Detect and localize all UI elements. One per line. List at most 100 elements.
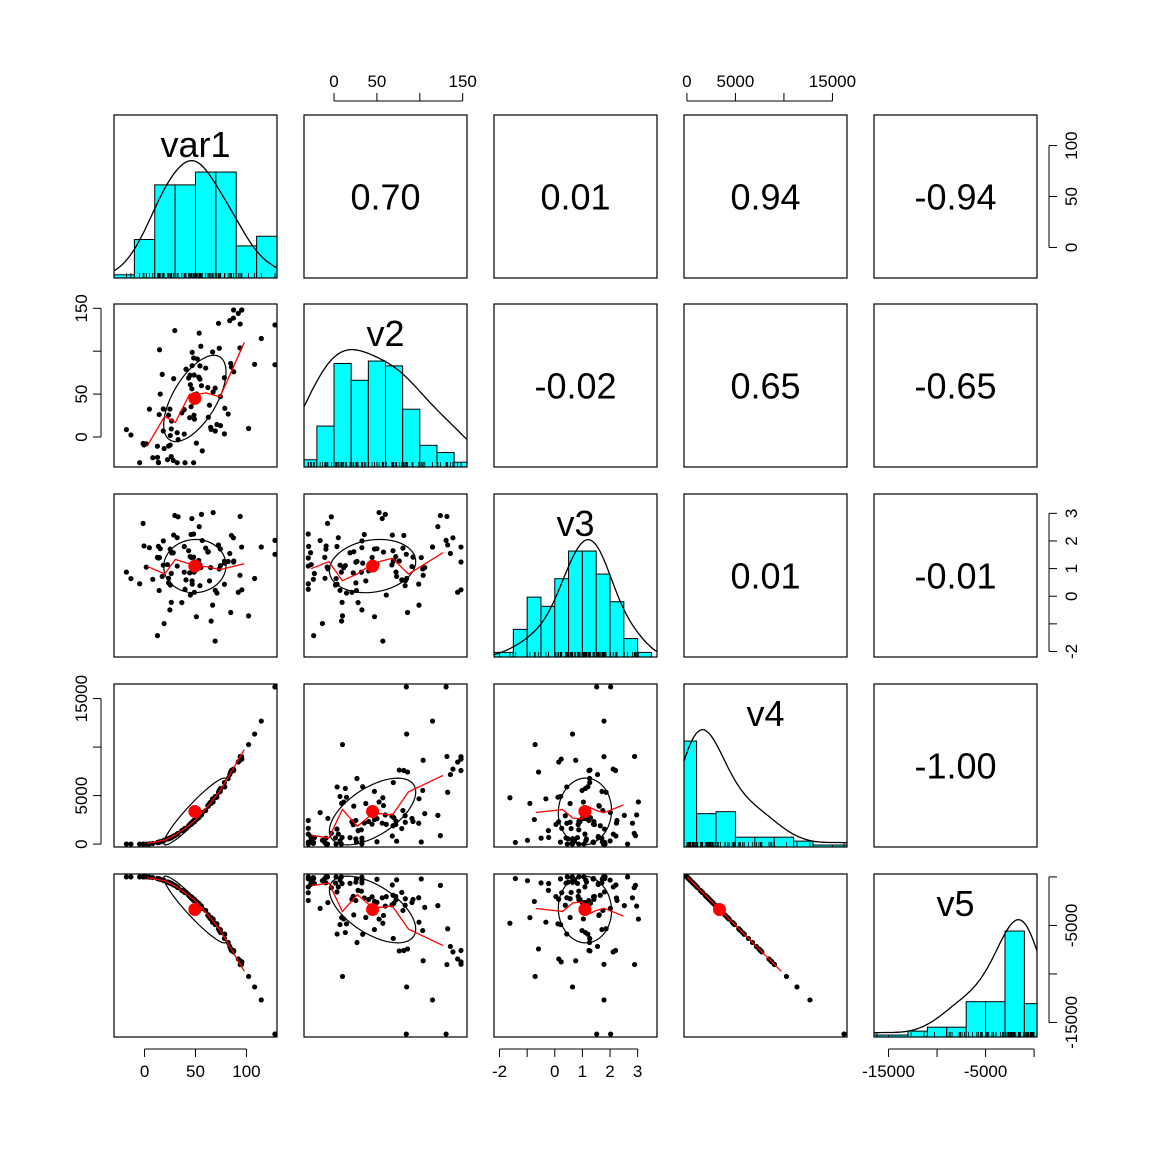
- histogram-bar: [637, 651, 652, 658]
- panel-plot-area: [305, 684, 464, 847]
- data-point: [160, 538, 166, 544]
- data-point: [128, 432, 134, 438]
- density-curve: [683, 728, 848, 844]
- data-point: [444, 513, 450, 520]
- variable-label-v5: v5: [936, 883, 974, 924]
- data-point: [443, 684, 449, 690]
- data-point: [351, 803, 357, 809]
- data-point: [341, 565, 347, 571]
- data-point: [210, 389, 216, 395]
- panel-v2-var1: [113, 303, 278, 468]
- data-point: [197, 583, 203, 589]
- centroid-point: [578, 804, 592, 818]
- data-point: [393, 553, 399, 560]
- data-point: [168, 550, 175, 556]
- panel-frame: [303, 114, 468, 279]
- data-point: [632, 833, 639, 839]
- data-point: [402, 819, 408, 825]
- data-point: [305, 531, 311, 537]
- data-point: [594, 684, 600, 690]
- data-point: [376, 509, 382, 516]
- data-point: [396, 558, 402, 564]
- data-point: [351, 912, 357, 918]
- data-point: [564, 841, 570, 847]
- data-point: [347, 550, 353, 556]
- histogram-bar: [696, 813, 717, 848]
- data-point: [371, 788, 378, 795]
- data-point: [608, 1031, 614, 1037]
- data-point: [371, 614, 378, 620]
- data-point: [337, 877, 343, 883]
- data-point: [573, 757, 579, 763]
- histogram-bar: [333, 362, 352, 468]
- data-point: [380, 549, 387, 555]
- data-point: [182, 460, 188, 466]
- data-point: [562, 813, 568, 819]
- data-point: [369, 554, 375, 561]
- data-point: [191, 412, 197, 418]
- panel-v4-v2: [303, 683, 468, 848]
- data-point: [171, 376, 177, 382]
- data-point: [393, 569, 399, 575]
- data-point: [586, 897, 592, 904]
- tick-label: -15000: [1062, 996, 1081, 1049]
- right-axis-var1: 0 50 100: [1048, 131, 1081, 252]
- data-point: [379, 895, 385, 901]
- histogram-bar: [402, 408, 421, 468]
- data-point: [404, 984, 410, 990]
- tick-label: 100: [1062, 131, 1081, 159]
- data-point: [272, 537, 277, 543]
- data-point: [230, 315, 236, 321]
- data-point: [380, 638, 386, 644]
- histogram-bar: [174, 184, 196, 279]
- data-point: [155, 459, 161, 465]
- data-point: [374, 899, 380, 905]
- data-point: [380, 920, 386, 926]
- data-point: [443, 1031, 449, 1037]
- data-point: [306, 543, 312, 549]
- data-point: [325, 815, 331, 822]
- right-axis-v3: -2 0 1 2 3: [1048, 509, 1081, 659]
- histogram-bar: [256, 235, 278, 279]
- data-point: [445, 542, 451, 548]
- data-point: [310, 840, 316, 847]
- data-point: [335, 884, 341, 890]
- loess-smooth-line: [310, 552, 444, 582]
- data-point: [458, 559, 464, 565]
- panel-frame: [683, 873, 848, 1038]
- data-point: [193, 614, 199, 620]
- panel-plot-area: [684, 874, 847, 1037]
- data-point: [308, 561, 314, 568]
- data-point: [524, 837, 531, 843]
- data-point: [183, 577, 189, 583]
- data-point: [181, 569, 187, 575]
- correlation-ellipse: [328, 875, 417, 944]
- data-point: [580, 916, 586, 922]
- data-point: [594, 1031, 600, 1037]
- data-point: [203, 545, 209, 551]
- data-point: [239, 307, 245, 313]
- correlation-ellipse: [163, 354, 227, 443]
- data-point: [245, 741, 252, 748]
- data-point: [140, 520, 146, 527]
- correlation-value: -1.00: [914, 746, 996, 787]
- data-point: [230, 307, 237, 313]
- panel-v4-v3: [493, 683, 658, 848]
- histogram-bar: [554, 578, 570, 658]
- data-point: [562, 902, 568, 908]
- data-point: [197, 376, 203, 382]
- data-point: [342, 929, 348, 936]
- data-point: [570, 879, 576, 886]
- data-point: [570, 835, 576, 842]
- data-point: [458, 767, 464, 774]
- data-point: [150, 455, 156, 461]
- data-point: [410, 896, 416, 903]
- data-point: [156, 411, 162, 418]
- data-point: [631, 961, 638, 968]
- data-point: [311, 570, 318, 577]
- data-point: [445, 789, 451, 795]
- tick-label: 5000: [717, 72, 755, 91]
- tick-label: 0: [72, 432, 91, 441]
- panel-frame: [683, 493, 848, 658]
- data-point: [171, 532, 177, 538]
